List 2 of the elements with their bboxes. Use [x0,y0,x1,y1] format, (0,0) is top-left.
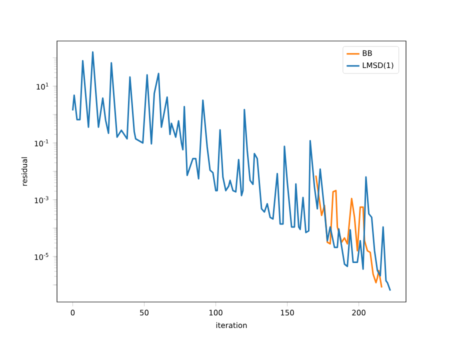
line-series [72,51,392,292]
line-series [315,174,382,288]
